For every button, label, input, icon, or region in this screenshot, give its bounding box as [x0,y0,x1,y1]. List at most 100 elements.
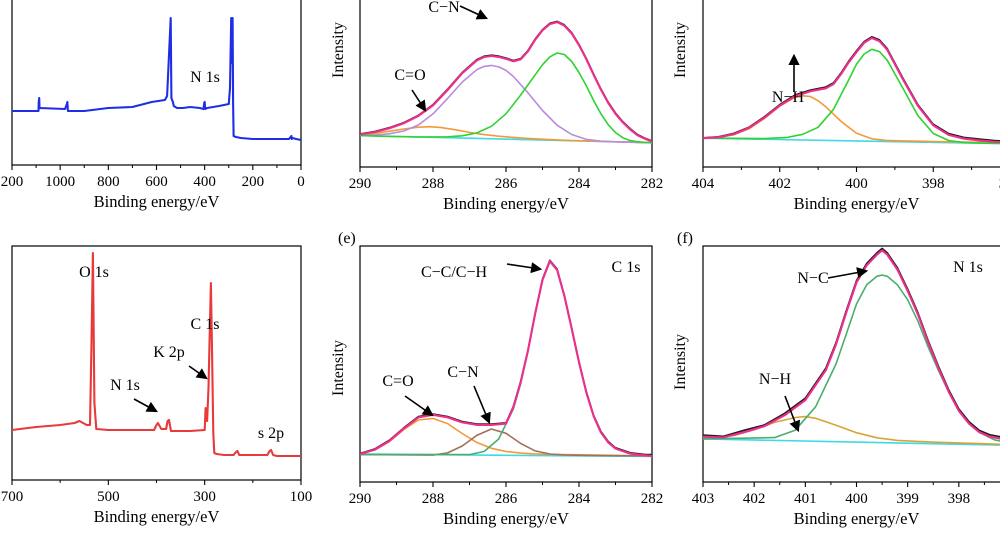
x-tick-label: 402 [769,176,792,192]
panel-d: 700 500 300 100 Binding energy/eV O 1s C 1s K 2… [1,245,313,526]
x-tick-label: 401 [794,491,817,507]
x-tick-label: 500 [97,489,120,505]
annotation-arrow [411,89,427,112]
x-tick-label: 398 [948,491,971,507]
annotation-label: N 1s [953,259,983,276]
series-line-3 [360,52,652,144]
panel-c: 404 402 400 398 396 Binding energy/eV Intensit… [672,0,1000,213]
series-line-1 [360,125,652,144]
annotation-label: N 1s [110,377,140,394]
annotation-label: N 1s [190,69,220,86]
x-tick-label: 100 [290,489,313,505]
annotation-label: N−H [759,371,792,388]
x-tick-label: 404 [692,176,715,192]
y-axis-label: Intensity [330,22,347,78]
annotation-arrow [188,365,208,380]
x-axis-label: Binding energy/eV [94,192,220,211]
panel-b: 290 288 286 284 282 Binding energy/eV Intensit… [330,0,663,213]
annotation-arrow [473,385,491,425]
series-group [360,259,652,458]
series-line-0 [12,251,301,458]
x-axis-label: Binding energy/eV [794,509,920,528]
plot-frame [11,245,302,481]
x-tick-label: 282 [641,176,664,192]
x-tick-label: 282 [641,491,664,507]
annotation-label: C 1s [612,259,641,276]
annotation-label: C=O [382,373,413,390]
series-line-0 [12,16,301,142]
panel-label: (e) [338,230,356,247]
x-tick-label: 0 [297,174,305,190]
x-tick-label: 700 [1,489,24,505]
x-tick-label: 400 [845,491,868,507]
annotation-label: C−N [428,0,460,16]
x-tick-label: 400 [193,174,216,190]
x-tick-label: 300 [193,489,216,505]
series-line-4 [703,36,1000,144]
annotation-arrow [827,267,869,279]
series-line-2 [360,64,652,144]
series-group [703,247,1000,446]
x-axis-label: Binding energy/eV [443,194,569,213]
annotation-arrow [404,395,434,417]
annotation-arrow [784,395,801,433]
x-tick-label: 399 [896,491,919,507]
x-tick-label: 402 [743,491,766,507]
x-tick-label: 290 [349,491,372,507]
annotation-label: K 2p [153,344,185,361]
x-tick-label: 286 [495,491,518,507]
x-tick-label: 200 [242,174,265,190]
annotation-label: C−C/C−H [421,264,488,281]
y-axis-label: Intensity [672,334,689,390]
series-line-5 [360,21,652,143]
annotation-label: s 2p [258,425,284,442]
x-tick-label: 284 [568,491,591,507]
annotation-label: N−H [772,89,805,106]
series-group [12,251,301,458]
x-tick-label: 286 [495,176,518,192]
x-tick-label: 403 [692,491,715,507]
annotation-arrow [133,398,158,413]
x-axis-label: Binding energy/eV [94,507,220,526]
panel-f: 40340240140039939839Binding energy/eVInt… [672,230,1000,528]
x-tick-label: 288 [422,176,445,192]
x-tick-label: 290 [349,176,372,192]
y-axis-label: Intensity [672,22,689,78]
series-line-3 [360,260,652,457]
panel-e: 290 288 286 284 282 Binding energy/eV Intensit… [330,230,663,528]
annotation-label: C 1s [191,316,220,333]
x-tick-label: 1000 [45,174,75,190]
annotation-arrow [459,5,489,20]
annotation-label: N−C [797,270,828,287]
annotation-label: O 1s [79,264,109,281]
series-line-2 [360,428,652,457]
series-line-0 [703,438,1000,446]
annotation-arrow [506,262,543,274]
panel-label: (f) [677,230,693,247]
series-group [360,20,652,144]
series-line-2 [703,48,1000,145]
x-tick-label: 200 [1,174,24,190]
x-axis-label: Binding energy/eV [794,194,920,213]
series-group [703,35,1000,145]
series-line-3 [703,247,1000,438]
series-line-3 [703,35,1000,142]
x-tick-label: 284 [568,176,591,192]
annotation-label: C−N [447,364,479,381]
panel-a: 200 1000 800 600 400 200 0 Binding energy/eV N 1… [1,0,305,211]
x-tick-label: 600 [145,174,168,190]
x-tick-label: 398 [922,176,945,192]
plot-frame [11,0,302,166]
y-axis-label: Intensity [330,340,347,396]
plot-frame [702,245,1000,483]
x-tick-label: 800 [97,174,120,190]
plot-frame [359,245,653,483]
x-tick-label: 400 [845,176,868,192]
series-line-5 [360,260,652,457]
x-tick-label: 288 [422,491,445,507]
x-tick-label: 396 [999,176,1000,192]
series-line-4 [703,249,1000,440]
series-group [12,16,301,142]
